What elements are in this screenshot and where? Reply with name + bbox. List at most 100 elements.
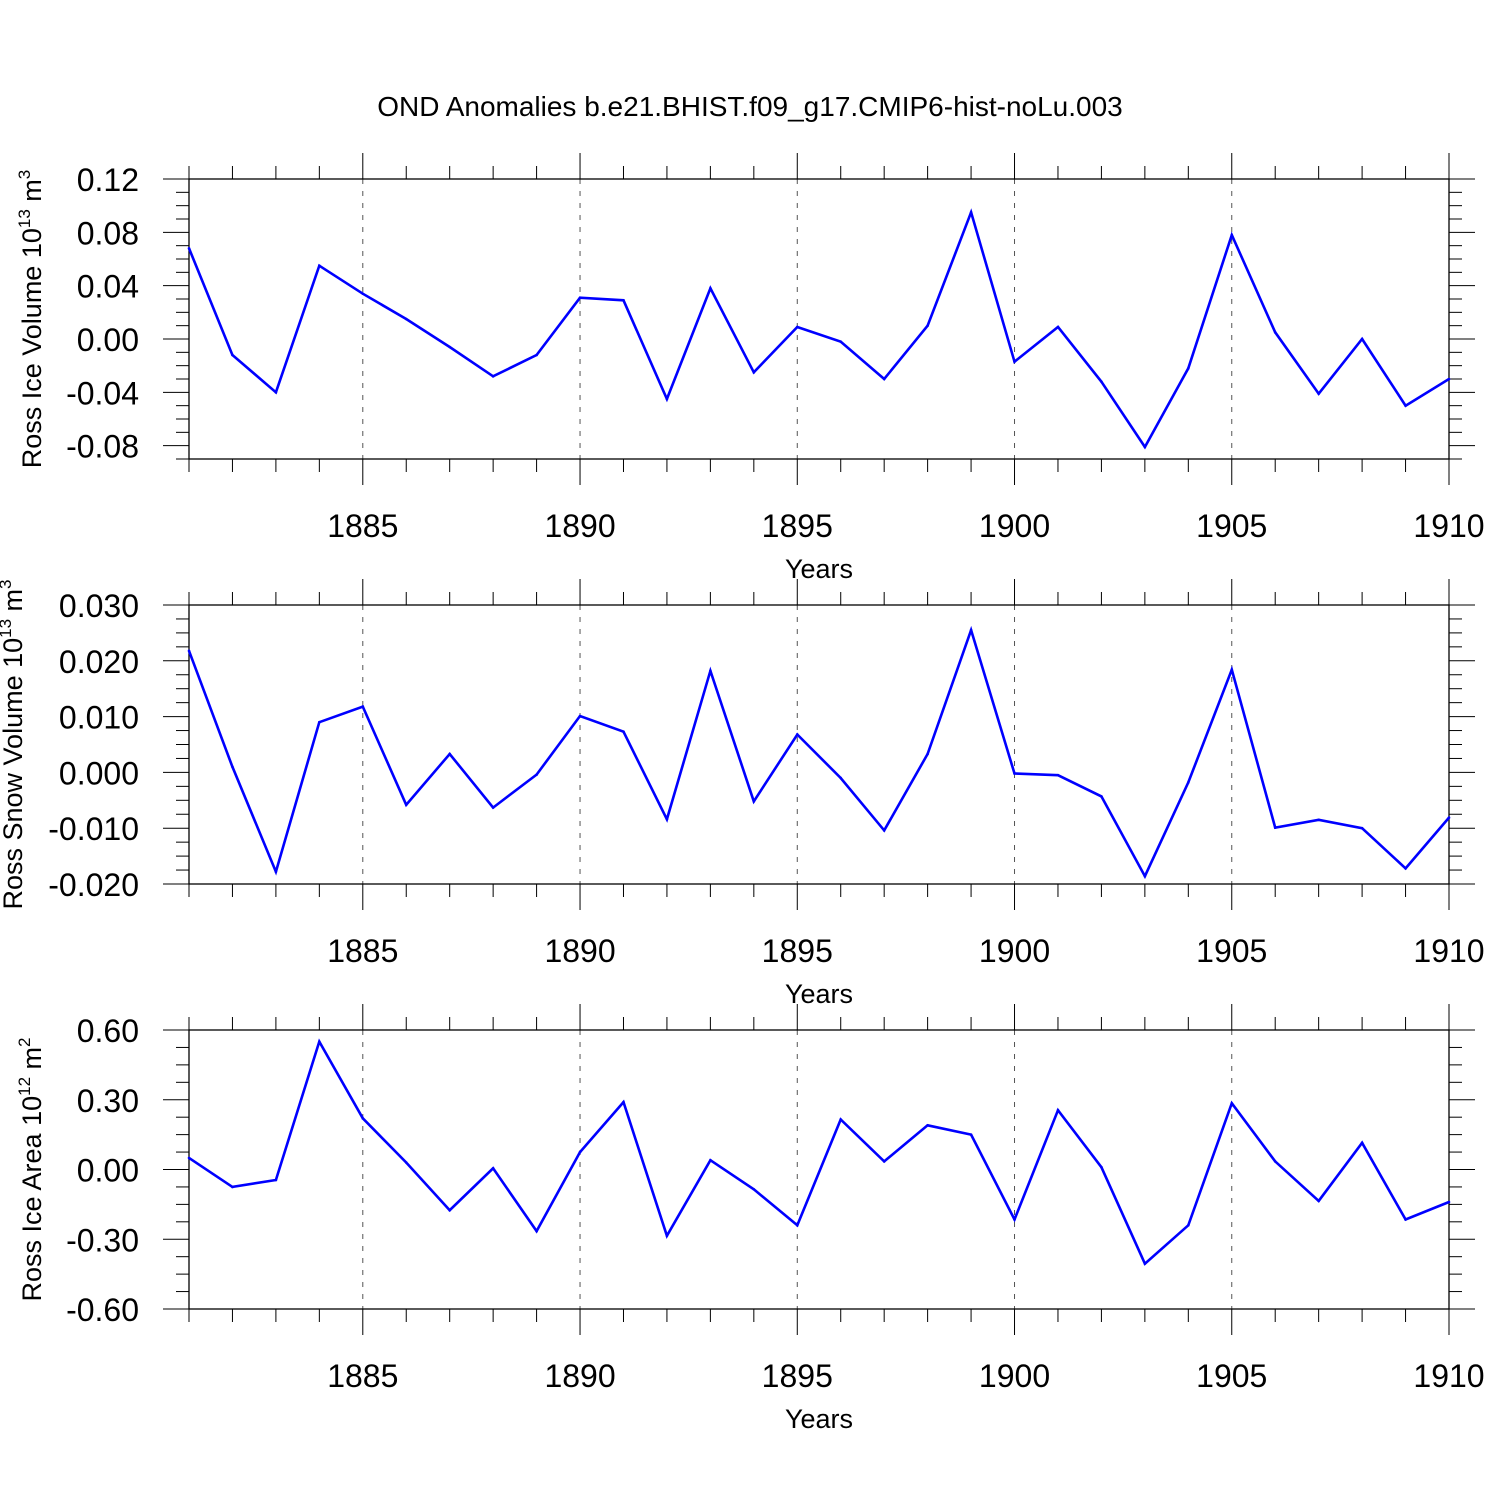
data-point [665,397,669,401]
data-point [795,733,799,736]
data-point [1404,867,1407,870]
data-point [274,391,278,394]
data-point [1143,445,1147,449]
data-point [926,1124,929,1127]
data-point [491,1167,495,1170]
data-point [187,247,191,250]
data-point [1447,816,1451,819]
data-point [622,299,625,302]
data-point [318,264,321,267]
data-point [1447,1200,1451,1204]
y-tick-label: -0.020 [48,867,139,903]
y-tick-label: 0.12 [77,162,139,198]
x-axis-title: Years [785,554,853,584]
x-tick-label: 1905 [1196,933,1267,969]
series-line [187,625,1450,880]
x-tick-label: 1885 [327,508,398,544]
data-point [578,296,582,299]
data-point [1230,668,1234,672]
data-point [1447,377,1451,381]
y-axis-title: Ross Ice Area 1012 m2 [15,1037,47,1301]
x-tick-label: 1910 [1413,1358,1484,1394]
y-tick-label: 0.010 [59,700,139,736]
x-tick-label: 1890 [544,933,615,969]
data-point [274,870,278,874]
chart-panel-1: 0.12 0.08 0.04 0.00 -0.04 -0.08 1885 1890 1895 19… [15,153,1485,584]
y-tick-label: -0.08 [66,429,139,465]
data-point [622,1100,625,1104]
data-point [404,317,408,321]
y-tick-label: 0.020 [59,644,139,680]
data-point [404,803,408,807]
data-point [1013,360,1016,363]
data-point [795,325,799,329]
data-point [1360,826,1364,830]
data-point [1143,1262,1147,1265]
data-point [969,628,973,632]
y-tick-label: 0.000 [59,755,139,791]
data-point [361,705,365,708]
data-point [1230,233,1234,237]
data-point [1187,367,1190,370]
x-tick-label: 1895 [762,1358,833,1394]
data-point [1013,1218,1016,1221]
data-point [1100,1165,1103,1169]
chart-title: OND Anomalies b.e21.BHIST.f09_g17.CMIP6-… [377,91,1123,122]
data-point [1187,781,1190,784]
data-point [882,1160,886,1163]
y-axis-title: Ross Snow Volume 1013 m3 [0,579,28,909]
series-line [187,208,1450,450]
x-tick-label: 1890 [544,1358,615,1394]
data-point [839,1118,843,1121]
data-point [752,371,756,374]
x-tick-label: 1885 [327,933,398,969]
y-tick-label: 0.00 [77,1153,139,1189]
data-point [318,1040,321,1043]
data-point [1230,1101,1234,1105]
data-point [1273,1160,1277,1163]
data-point [795,1224,799,1227]
y-tick-label: 0.030 [59,588,139,624]
data-point [361,292,365,295]
data-point [491,375,495,378]
data-point [926,324,929,327]
y-tick-label: -0.04 [66,375,139,411]
data-point [1013,772,1016,775]
data-point [882,377,886,381]
data-point [1100,795,1103,798]
y-axis-title: Ross Ice Volume 1013 m3 [15,170,47,469]
data-point [448,345,451,349]
data-point [709,287,712,290]
x-axis-title: Years [785,1404,853,1434]
data-point [926,752,929,756]
x-tick-label: 1910 [1413,508,1484,544]
data-point [1404,404,1407,407]
data-point [969,1133,973,1136]
y-tick-label: 0.04 [77,269,139,305]
data-point [1317,1199,1320,1203]
y-tick-label: 0.00 [77,322,139,358]
x-tick-label: 1905 [1196,508,1267,544]
x-tick-label: 1900 [979,1358,1050,1394]
data-point [187,1156,191,1160]
data-point [535,1229,538,1233]
y-tick-label: 0.30 [77,1083,139,1119]
data-point [1100,380,1103,383]
data-point [1056,773,1060,777]
x-tick-label: 1900 [979,933,1050,969]
data-point [491,806,495,809]
y-tick-label: -0.30 [66,1222,139,1258]
plot-frame [188,604,1450,885]
data-point [231,353,234,357]
data-point [448,1208,451,1212]
data-point [274,1178,278,1182]
data-point [882,829,886,832]
series-line [188,1038,1450,1266]
data-point [1317,392,1320,395]
data-point [361,1117,365,1120]
x-tick-label: 1910 [1413,933,1484,969]
data-point [1360,337,1364,341]
data-point [448,752,451,756]
